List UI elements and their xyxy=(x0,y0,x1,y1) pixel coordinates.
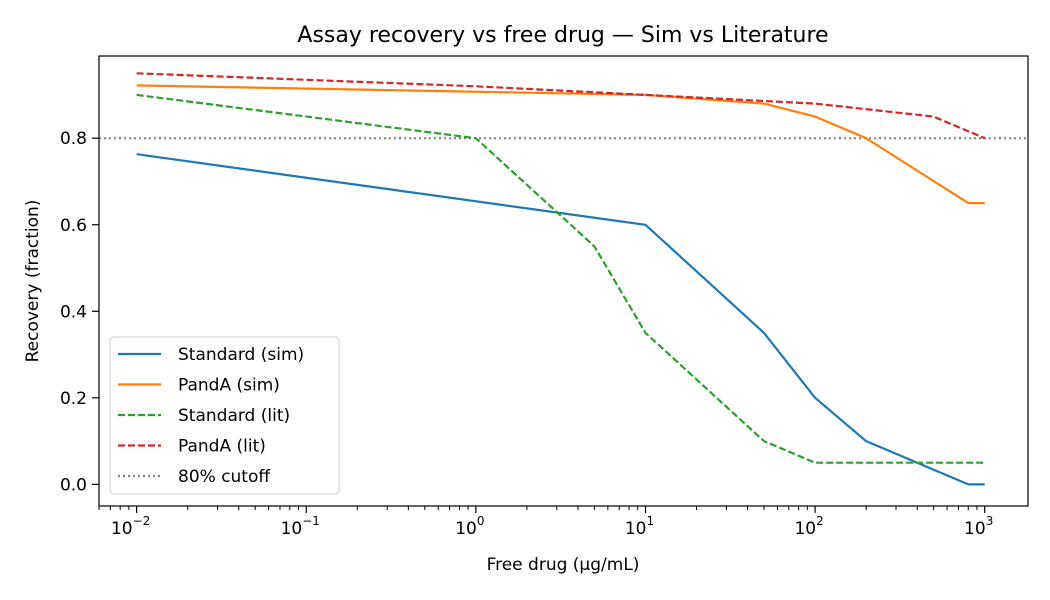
legend-label-standard-sim: Standard (sim) xyxy=(178,345,304,365)
series-line-panda-lit xyxy=(136,72,986,140)
y-tick-label: 0.0 xyxy=(60,475,87,495)
legend-box xyxy=(109,336,340,495)
x-tick-label: 10−1 xyxy=(281,514,320,539)
y-tick-label: 0.2 xyxy=(60,389,87,409)
y-axis-label: Recovery (fraction) xyxy=(23,200,43,363)
legend: Standard (sim) PandA (sim) Standard (lit) P… xyxy=(109,336,340,495)
x-axis-label: Free drug (µg/mL) xyxy=(487,555,640,575)
plot-area xyxy=(99,72,1028,486)
y-axis-ticks: 0.0 0.2 0.4 0.6 0.8 xyxy=(60,129,99,495)
x-axis-ticks: 10−2 10−1 100 101 102 103 xyxy=(98,506,993,539)
y-tick-label: 0.4 xyxy=(60,302,87,322)
legend-label-80-cutoff: 80% cutoff xyxy=(178,467,271,487)
series-line-standard-sim xyxy=(136,153,985,486)
plot-frame xyxy=(98,55,1029,507)
x-tick-label: 103 xyxy=(964,514,993,539)
y-tick-label: 0.8 xyxy=(60,129,87,149)
x-tick-label: 100 xyxy=(455,514,484,539)
series-line-standard-lit xyxy=(136,93,985,464)
legend-label-panda-lit: PandA (lit) xyxy=(178,437,266,457)
chart-title: Assay recovery vs free drug — Sim vs Lit… xyxy=(297,23,828,48)
series-line-panda-sim xyxy=(136,84,985,205)
legend-label-panda-sim: PandA (sim) xyxy=(178,376,280,396)
legend-label-standard-lit: Standard (lit) xyxy=(178,406,290,426)
x-tick-label: 102 xyxy=(794,514,823,539)
y-tick-label: 0.6 xyxy=(60,216,87,236)
x-tick-label: 10−2 xyxy=(111,514,150,539)
x-tick-label: 101 xyxy=(625,514,654,539)
